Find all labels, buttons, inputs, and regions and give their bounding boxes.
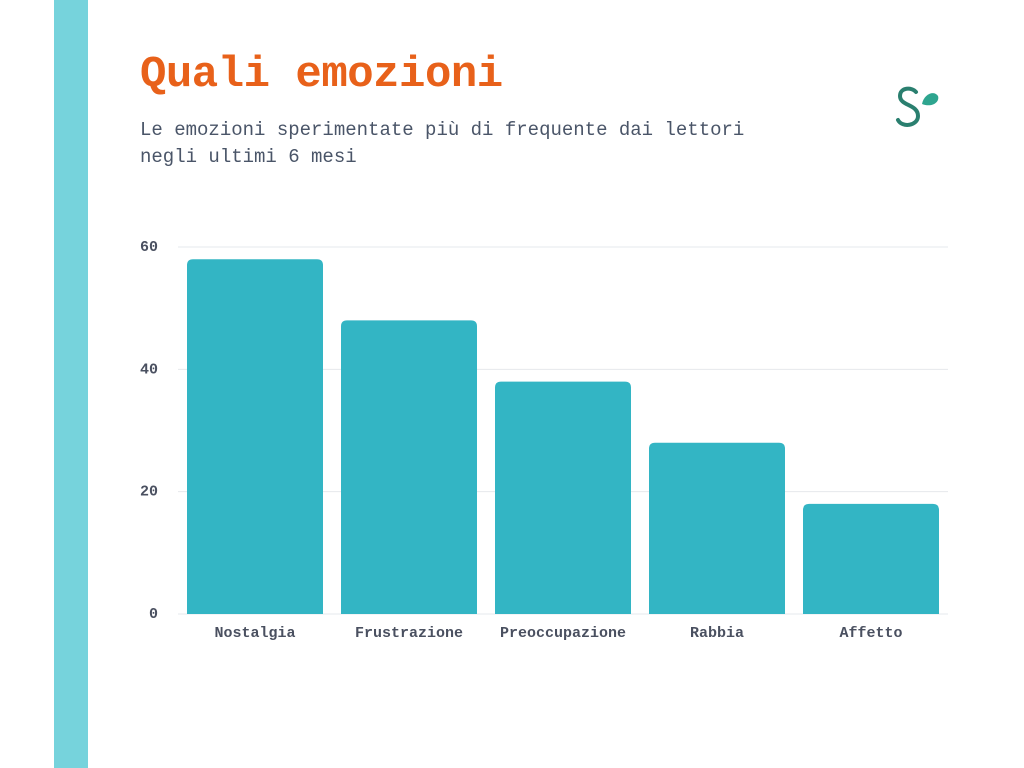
y-tick-label: 0: [149, 606, 158, 623]
x-tick-label: Rabbia: [690, 625, 744, 642]
side-stripe: [54, 0, 88, 768]
bar: [803, 503, 939, 614]
bar: [187, 259, 323, 614]
y-tick-label: 60: [140, 239, 158, 256]
x-tick-label: Affetto: [839, 625, 902, 642]
y-tick-label: 20: [140, 484, 158, 501]
chart-title: Quali emozioni: [140, 50, 503, 100]
chart-subtitle: Le emozioni sperimentate più di frequent…: [140, 119, 745, 168]
x-tick-label: Nostalgia: [214, 625, 295, 642]
bar: [341, 320, 477, 614]
x-tick-label: Frustrazione: [355, 625, 463, 642]
x-tick-label: Preoccupazione: [500, 625, 626, 642]
y-tick-label: 40: [140, 361, 158, 378]
bar: [649, 442, 785, 614]
bar: [495, 381, 631, 614]
logo: [896, 86, 939, 127]
